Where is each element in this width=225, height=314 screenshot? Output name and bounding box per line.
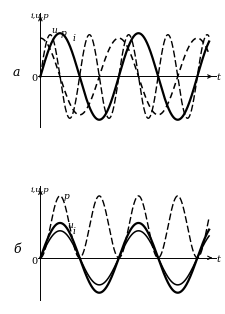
Text: t: t [215,255,219,264]
Text: i,u,p: i,u,p [30,187,49,194]
Text: б: б [13,243,20,257]
Text: p: p [63,192,69,201]
Text: a: a [13,67,20,79]
Text: u: u [68,221,73,230]
Text: 0: 0 [32,257,38,266]
Text: t: t [215,73,219,82]
Text: i,u,p: i,u,p [30,13,49,20]
Text: i: i [72,227,75,236]
Text: u: u [51,26,57,35]
Text: 0: 0 [32,74,38,84]
Text: i: i [72,34,75,43]
Text: p: p [61,29,66,38]
